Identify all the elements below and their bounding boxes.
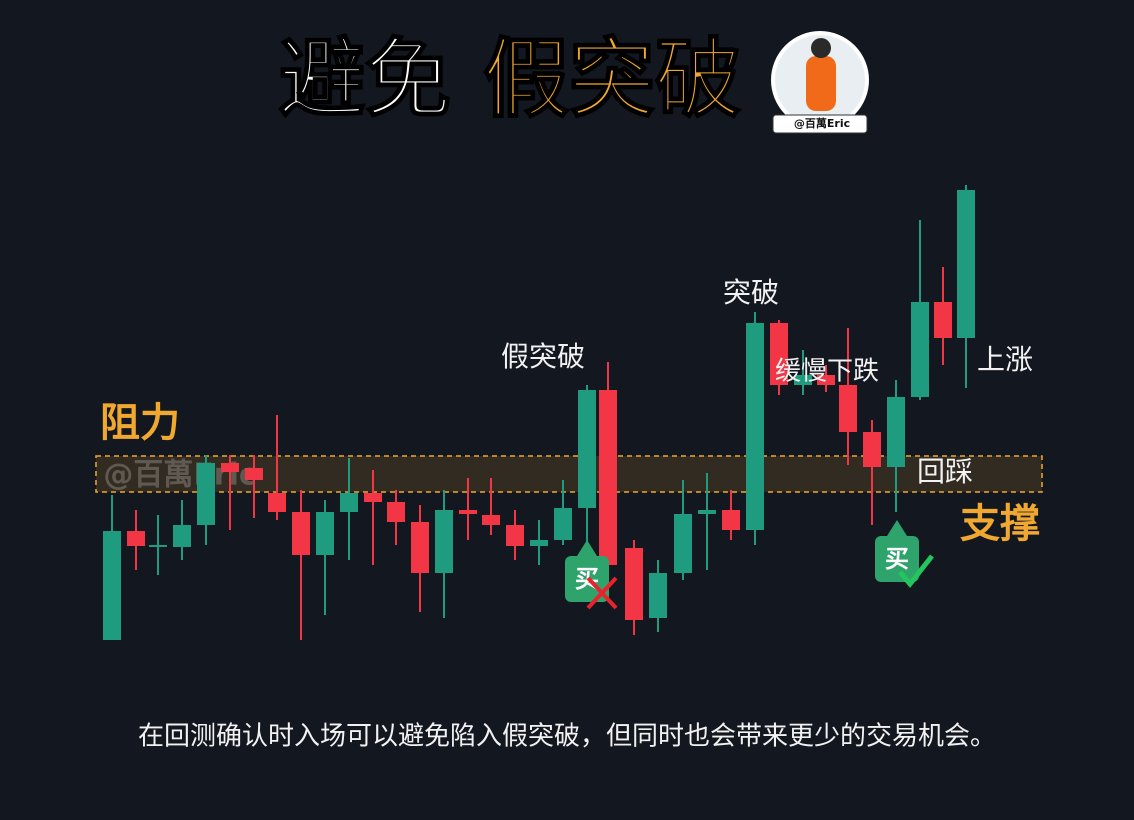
candle-body xyxy=(957,190,975,338)
caption: 在回测确认时入场可以避免陷入假突破，但同时也会带来更少的交易机会。 xyxy=(138,722,996,752)
candle-body xyxy=(149,545,167,547)
candle-body xyxy=(197,463,215,525)
candle-body xyxy=(674,514,692,573)
candle-body xyxy=(221,463,239,472)
candle-body xyxy=(839,385,857,432)
candle-body xyxy=(459,510,477,514)
candle-body xyxy=(292,512,310,555)
candle-body xyxy=(316,512,334,555)
candle-body xyxy=(911,302,929,397)
avatar-head xyxy=(811,38,831,58)
buy-arrow xyxy=(577,540,597,556)
candles xyxy=(103,185,975,640)
buy-text: 买 xyxy=(885,545,909,573)
candle-body xyxy=(435,510,453,573)
candle-body xyxy=(245,468,263,480)
success-check xyxy=(898,554,934,588)
candle-body xyxy=(746,323,764,530)
retest-label: 回踩 xyxy=(917,455,973,488)
candle-body xyxy=(530,540,548,546)
candle-body xyxy=(599,390,617,565)
handle: @百萬Eric xyxy=(794,116,850,130)
candle-body xyxy=(794,375,812,385)
candle-body xyxy=(722,510,740,530)
candle-body xyxy=(364,493,382,502)
resistance-label: 阻力 xyxy=(100,400,180,446)
candle-body xyxy=(387,502,405,522)
candle-body xyxy=(817,375,835,385)
candle-body xyxy=(482,515,500,525)
buy-arrow xyxy=(887,520,907,536)
handle-badge xyxy=(772,114,868,134)
support-label: 支撑 xyxy=(960,501,1040,547)
candle-body xyxy=(649,573,667,618)
fail-cross xyxy=(586,576,618,610)
candle-body xyxy=(698,510,716,514)
candle-body xyxy=(103,531,121,640)
rise-label: 上涨 xyxy=(977,343,1033,376)
candle-body xyxy=(578,390,596,508)
candle-body xyxy=(340,493,358,512)
candle-body xyxy=(268,493,286,512)
candle-body xyxy=(625,548,643,620)
avatar-figure xyxy=(806,56,836,111)
breakout-label: 突破 xyxy=(723,276,779,309)
fake-breakout-label: 假突破 xyxy=(501,340,585,373)
candle-body xyxy=(863,432,881,467)
title-orange: 假突破 xyxy=(483,29,741,129)
slow-decline-label: 缓慢下跌 xyxy=(775,357,879,387)
buy-badge xyxy=(875,536,919,582)
candle-body xyxy=(173,525,191,547)
candle-body xyxy=(554,508,572,540)
watermark: @百萬Eric xyxy=(103,458,256,493)
candle-body xyxy=(127,531,145,546)
candle-body xyxy=(887,397,905,467)
candle-body xyxy=(770,323,788,385)
candle-body xyxy=(411,522,429,573)
candle-body xyxy=(506,525,524,546)
candle-body xyxy=(934,302,952,338)
title-white: 避免 xyxy=(279,29,451,129)
